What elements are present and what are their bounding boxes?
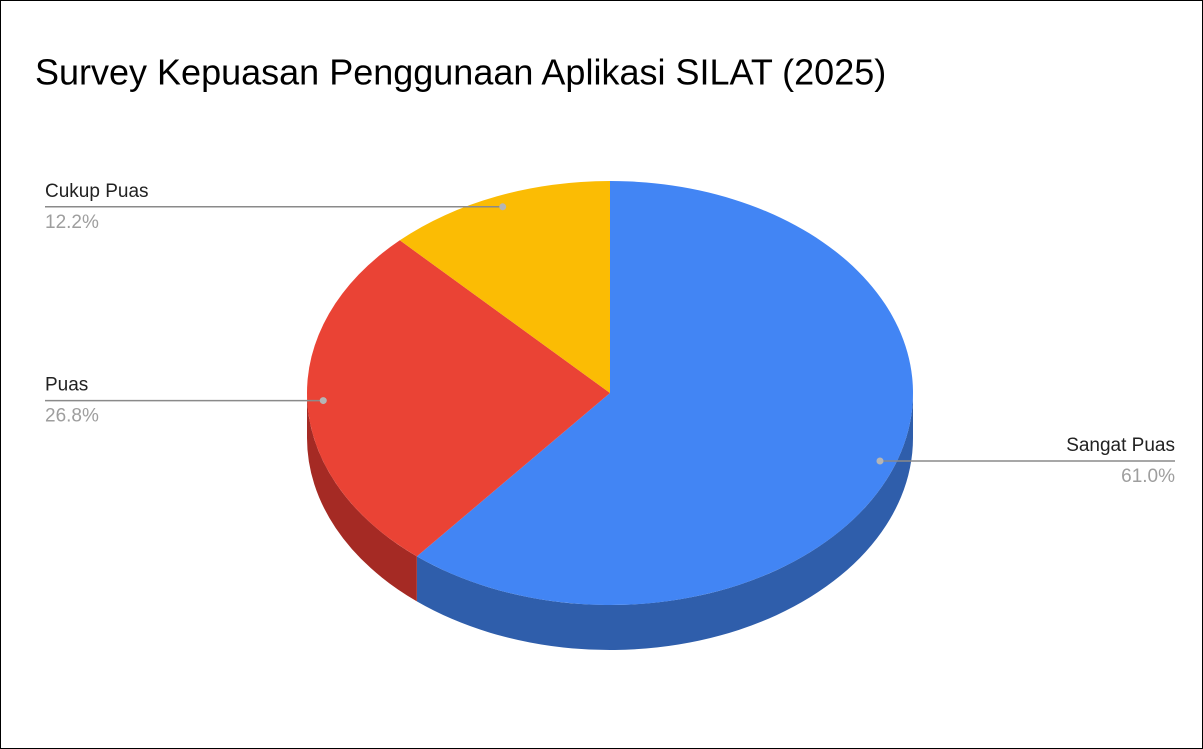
slice-value-label: 12.2% — [45, 212, 99, 233]
slice-value-label: 61.0% — [1121, 466, 1175, 487]
pie-slice — [306, 240, 610, 557]
pie-slice-side — [416, 393, 913, 650]
leader-dot — [499, 203, 507, 211]
pie-slice — [399, 181, 610, 393]
leader-dot — [876, 457, 884, 465]
slice-label: Sangat Puas — [1066, 435, 1175, 456]
pie-slice — [416, 181, 914, 605]
pie-slice-side — [307, 393, 417, 602]
slice-label: Cukup Puas — [45, 181, 149, 202]
leader-dot — [319, 397, 327, 405]
chart-title: Survey Kepuasan Penggunaan Aplikasi SILA… — [35, 52, 886, 93]
slice-value-label: 26.8% — [45, 406, 99, 427]
slice-label: Puas — [45, 375, 88, 396]
